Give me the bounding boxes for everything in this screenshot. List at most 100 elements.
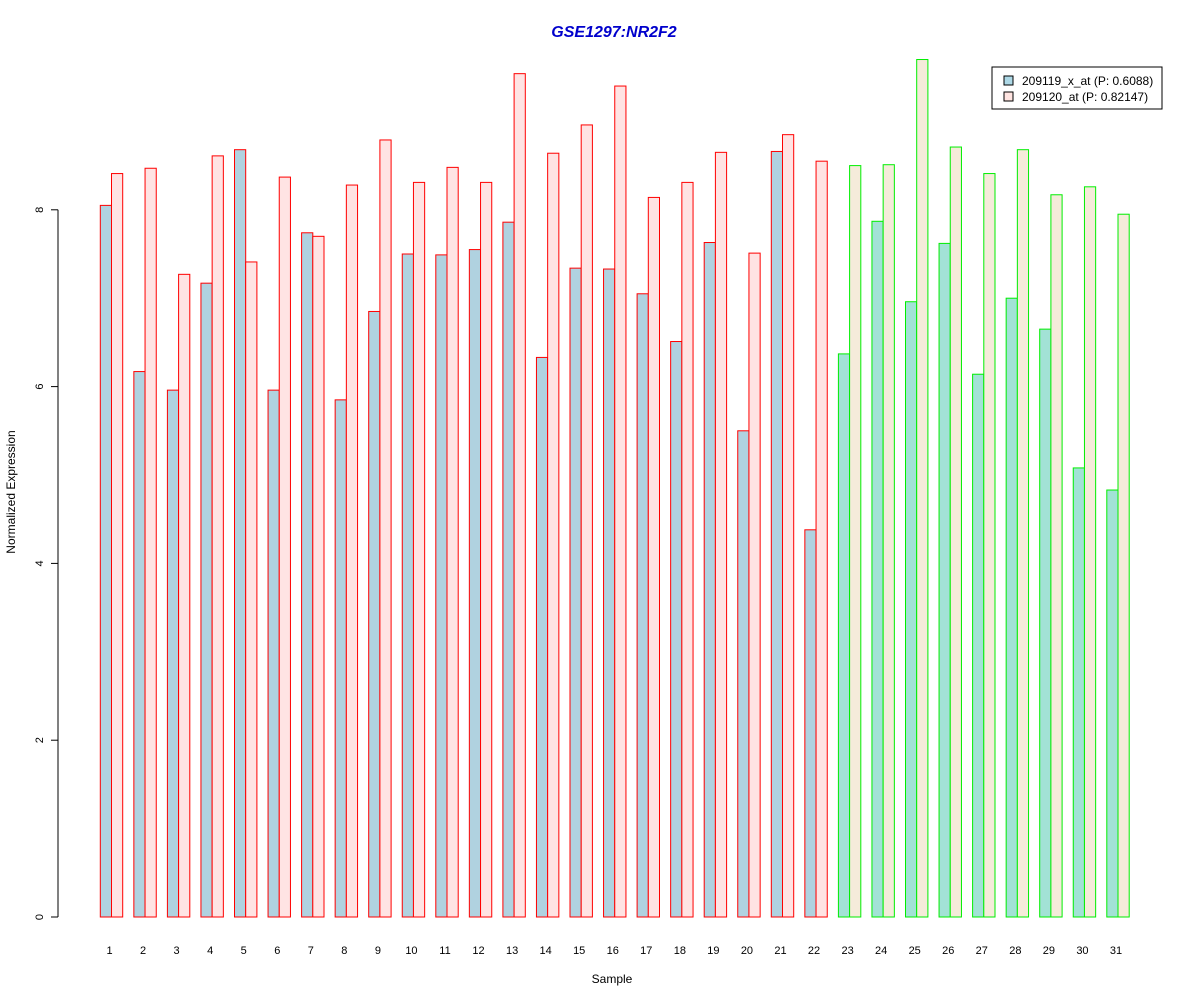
bar-series2-sample-30 bbox=[1083, 186, 1097, 918]
x-tick-label: 31 bbox=[1110, 945, 1122, 957]
bar-series2-sample-10 bbox=[412, 181, 426, 918]
x-tick-label: 16 bbox=[607, 945, 619, 957]
bar-series1-sample-31 bbox=[1106, 489, 1119, 918]
bar-series2-sample-13 bbox=[513, 73, 526, 918]
x-tick-label: 9 bbox=[375, 945, 381, 957]
x-tick-label: 3 bbox=[174, 945, 180, 957]
x-tick-label: 28 bbox=[1009, 945, 1021, 957]
bar-series1-sample-19 bbox=[703, 242, 716, 918]
x-tick-label: 25 bbox=[909, 945, 921, 957]
bar-series1-sample-7 bbox=[301, 232, 314, 918]
bar-series1-sample-24 bbox=[871, 220, 884, 918]
bar-series2-sample-31 bbox=[1117, 213, 1130, 918]
bar-series2-sample-5 bbox=[245, 261, 258, 918]
legend-swatch-1 bbox=[1003, 75, 1014, 86]
bar-series2-sample-7 bbox=[312, 235, 325, 918]
x-tick-label: 14 bbox=[540, 945, 552, 957]
y-tick-label: 8 bbox=[34, 207, 46, 213]
x-tick-label: 22 bbox=[808, 945, 820, 957]
bar-series2-sample-29 bbox=[1050, 194, 1063, 918]
y-tick-label: 6 bbox=[34, 384, 46, 390]
y-tick-label: 4 bbox=[34, 560, 46, 566]
bar-series1-sample-22 bbox=[804, 529, 817, 918]
bar-series1-sample-17 bbox=[636, 293, 649, 918]
bar-series2-sample-8 bbox=[345, 184, 359, 918]
x-axis-label: Sample bbox=[592, 972, 633, 986]
bar-series2-sample-23 bbox=[849, 165, 862, 918]
x-tick-label: 8 bbox=[341, 945, 347, 957]
bar-series1-sample-3 bbox=[166, 389, 180, 918]
bar-series2-sample-2 bbox=[144, 167, 157, 918]
x-tick-label: 4 bbox=[207, 945, 213, 957]
bar-series1-sample-21 bbox=[770, 150, 783, 918]
bar-series2-sample-24 bbox=[882, 164, 895, 918]
x-tick-label: 7 bbox=[308, 945, 314, 957]
bar-series2-sample-15 bbox=[580, 124, 593, 918]
bar-series1-sample-28 bbox=[1005, 297, 1018, 918]
bar-series2-sample-25 bbox=[916, 59, 929, 918]
bars-group bbox=[99, 59, 1130, 918]
bar-series2-sample-18 bbox=[681, 181, 694, 918]
bar-series2-sample-26 bbox=[949, 146, 962, 918]
x-tick-label: 10 bbox=[405, 945, 417, 957]
x-tick-label: 29 bbox=[1043, 945, 1055, 957]
bar-series2-sample-19 bbox=[714, 151, 728, 918]
bar-series2-sample-9 bbox=[379, 139, 392, 918]
bar-series1-sample-9 bbox=[368, 310, 381, 918]
x-tick-label: 2 bbox=[140, 945, 146, 957]
bar-series2-sample-20 bbox=[748, 252, 761, 918]
legend-box bbox=[991, 66, 1163, 110]
bar-series1-sample-10 bbox=[401, 253, 414, 918]
bar-series1-sample-30 bbox=[1072, 467, 1085, 918]
bar-series1-sample-16 bbox=[603, 268, 616, 918]
x-tick-label: 5 bbox=[241, 945, 247, 957]
bar-series1-sample-15 bbox=[569, 267, 582, 918]
x-tick-labels: 1 2 3 4 5 6 7 8 9 10 11 12 13 14 15 16 17 18 19 20 21 22 23 24 2… bbox=[106, 945, 1122, 957]
y-tick-label: 0 bbox=[34, 914, 46, 920]
y-axis: 0 2 4 6 8 bbox=[34, 207, 59, 920]
bar-series1-sample-20 bbox=[737, 430, 750, 918]
bar-series2-sample-6 bbox=[278, 176, 291, 918]
bar-series1-sample-27 bbox=[972, 373, 985, 918]
legend-label-2: 209120_at (P: 0.82147) bbox=[1022, 90, 1148, 104]
bar-series1-sample-14 bbox=[535, 356, 549, 918]
legend-label-1: 209119_x_at (P: 0.6088) bbox=[1022, 74, 1153, 88]
x-tick-label: 13 bbox=[506, 945, 518, 957]
bar-series1-sample-8 bbox=[334, 399, 347, 918]
bar-series2-sample-22 bbox=[815, 160, 828, 918]
x-tick-label: 1 bbox=[106, 945, 112, 957]
bar-series2-sample-11 bbox=[446, 166, 459, 918]
y-axis-label: Normalized Expression bbox=[4, 430, 18, 553]
bar-series1-sample-29 bbox=[1039, 328, 1052, 918]
x-tick-label: 27 bbox=[976, 945, 988, 957]
x-tick-label: 23 bbox=[841, 945, 853, 957]
bar-series1-sample-1 bbox=[99, 204, 113, 918]
x-tick-label: 17 bbox=[640, 945, 652, 957]
bar-series1-sample-4 bbox=[200, 282, 213, 918]
legend: 209119_x_at (P: 0.6088) 209120_at (P: 0.… bbox=[991, 66, 1163, 110]
bar-series2-sample-14 bbox=[547, 152, 560, 918]
x-tick-label: 20 bbox=[741, 945, 753, 957]
bar-series2-sample-12 bbox=[480, 181, 493, 918]
x-tick-label: 24 bbox=[875, 945, 887, 957]
bar-series1-sample-26 bbox=[938, 242, 951, 918]
bar-series1-sample-23 bbox=[837, 353, 851, 918]
x-tick-label: 21 bbox=[774, 945, 786, 957]
x-tick-label: 19 bbox=[707, 945, 719, 957]
legend-swatch-2 bbox=[1003, 91, 1014, 102]
bar-series2-sample-1 bbox=[111, 173, 124, 918]
bar-series1-sample-6 bbox=[267, 389, 280, 918]
x-tick-label: 30 bbox=[1076, 945, 1088, 957]
y-tick-label: 2 bbox=[34, 737, 46, 743]
x-tick-label: 26 bbox=[942, 945, 954, 957]
x-tick-label: 15 bbox=[573, 945, 585, 957]
bar-series2-sample-17 bbox=[647, 196, 660, 918]
bar-series1-sample-13 bbox=[502, 221, 515, 918]
x-tick-label: 11 bbox=[439, 945, 450, 957]
bar-series1-sample-2 bbox=[133, 371, 146, 918]
bar-series1-sample-12 bbox=[468, 249, 482, 918]
bar-series2-sample-3 bbox=[178, 273, 191, 918]
x-tick-label: 6 bbox=[274, 945, 280, 957]
